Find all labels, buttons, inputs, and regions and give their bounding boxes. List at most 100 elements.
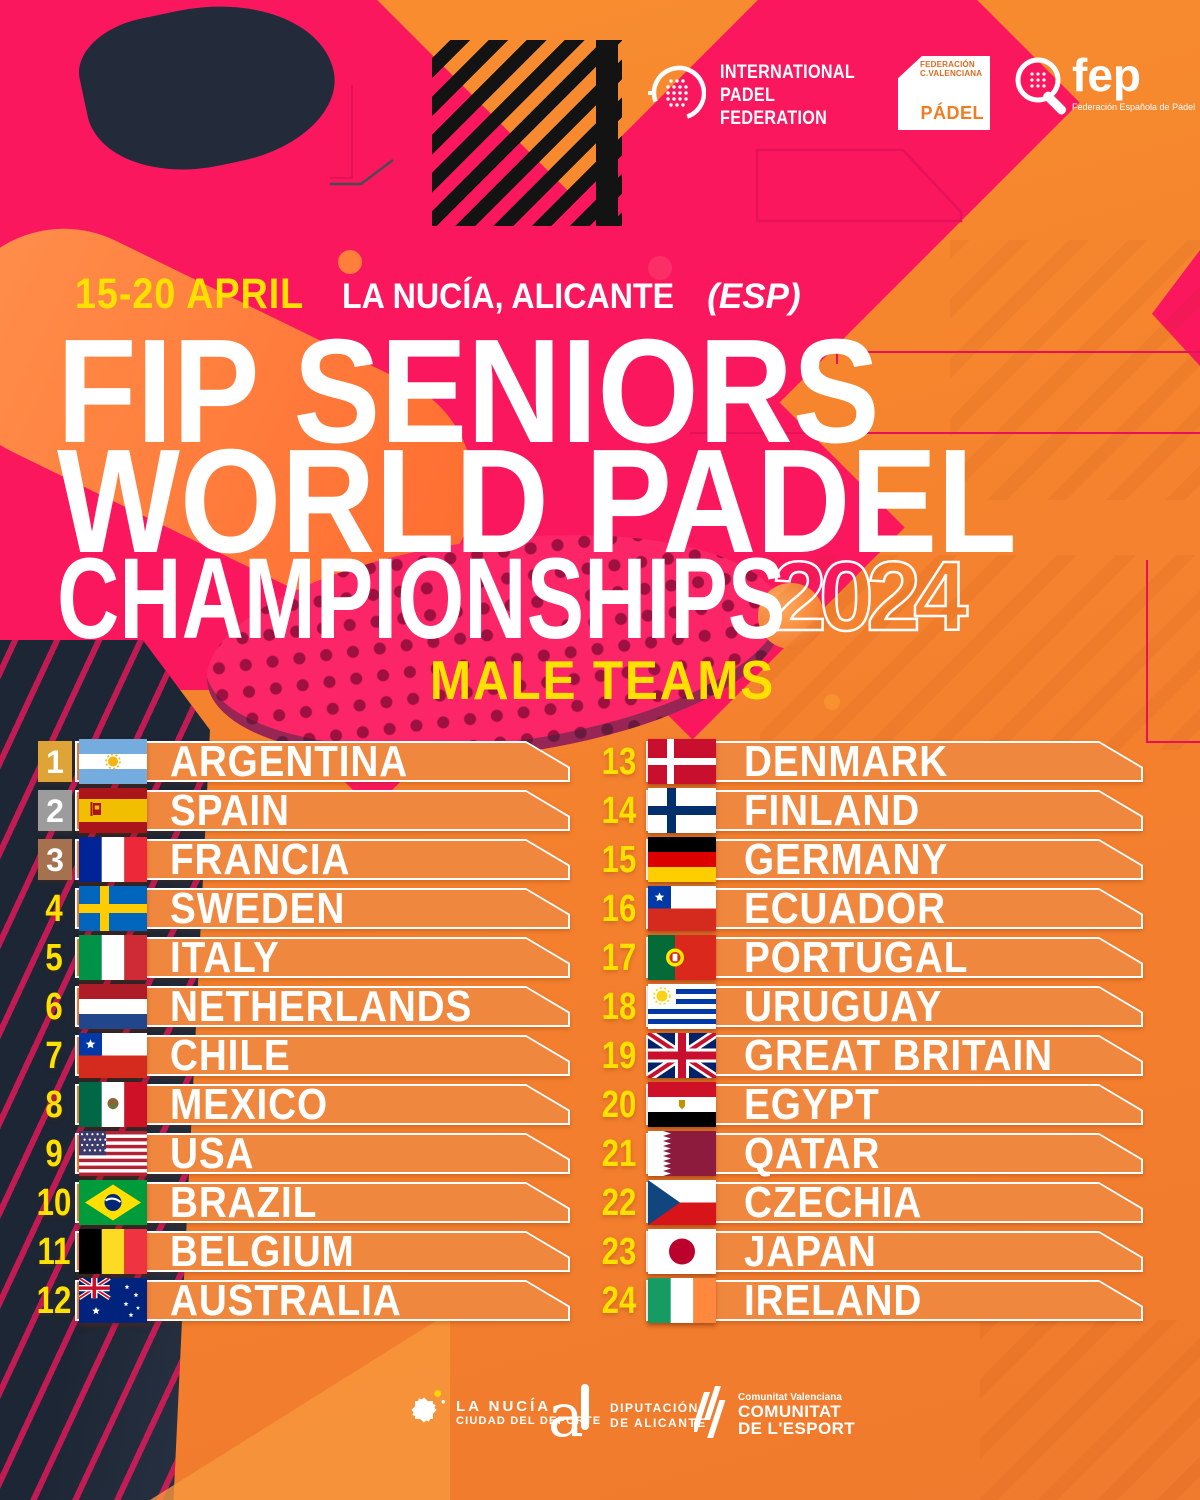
team-row-19: 19 GREAT BRITAIN [598,1031,1143,1080]
team-name: BELGIUM [170,1227,355,1276]
team-bar [75,1231,570,1272]
team-row-17: 17 PORTUGAL [598,933,1143,982]
team-row-14: 14 FINLAND [598,786,1143,835]
team-name: URUGUAY [744,982,943,1031]
team-name: BRAZIL [170,1178,318,1227]
team-bar [646,1133,1143,1174]
title-line1: FIP SENIORS [57,309,880,474]
team-row-24: 24 IRELAND [598,1276,1143,1325]
team-row-20: 20 EGYPT [598,1080,1143,1129]
team-bar [646,1084,1143,1125]
fep-logo: fep Federación Española de Pádel [1012,52,1195,137]
diputacion-line2: DE ALICANTE [610,1415,707,1430]
flag-portugal-icon [648,935,716,980]
team-number: 22 [601,1182,637,1224]
team-number: 8 [45,1084,63,1126]
team-name: USA [170,1129,255,1178]
team-bar [646,888,1143,929]
team-number: 24 [601,1280,637,1322]
team-row-3: 3 FRANCIA [36,837,570,882]
team-bar [75,741,570,782]
team-number: 1 [38,741,72,782]
fep-racket-icon [1012,52,1078,137]
team-row-13: 13 DENMARK [598,737,1143,786]
team-row-15: 15 GERMANY [598,837,1143,882]
padel-ball-graphic [758,583,824,649]
team-bar [75,1133,570,1174]
event-dates: 15-20 APRIL [75,270,305,318]
flag-sweden-icon [79,886,147,931]
ipf-logo: INTERNATIONAL PADEL FEDERATION [648,48,879,143]
team-number: 18 [601,986,637,1028]
flag-uruguay-icon [648,984,716,1029]
team-number: 17 [601,937,637,979]
team-bar [75,790,570,831]
title-year: 2024 [772,544,970,644]
title-line3: CHAMPIONSHIPS [57,535,786,663]
team-number: 20 [601,1084,637,1126]
team-row-4: 4 SWEDEN [36,886,570,931]
team-name: IRELAND [744,1276,923,1325]
la-nucia-line2: CIUDAD DEL DEPORTE [456,1415,602,1427]
team-row-16: 16 ECUADOR [598,884,1143,933]
team-bar [646,790,1143,831]
team-number: 11 [37,1231,71,1273]
team-bar [75,986,570,1027]
flag-germany-icon [648,837,716,882]
team-bar [75,1182,570,1223]
dot-decor [824,694,840,710]
team-bar [646,937,1143,978]
team-name: ECUADOR [744,884,946,933]
team-row-10: 10 BRAZIL [36,1178,570,1227]
flag-mexico-icon [79,1082,147,1127]
team-name: ITALY [170,933,280,982]
flag-egypt-icon [648,1082,716,1127]
flag-czechia-icon [648,1180,716,1225]
fep-subtext: Federación Española de Pádel [1072,102,1196,112]
team-number: 6 [45,986,63,1028]
flag-japan-icon [648,1229,716,1274]
team-number: 19 [601,1035,637,1077]
flag-chile-icon [648,886,716,931]
team-name: JAPAN [744,1227,877,1276]
flag-netherlands-icon [79,984,147,1029]
teams-column-left: 1 ARGENTINA 2 SPAIN 3 FRANCIA 4 SWEDEN 5 [36,739,570,1329]
team-row-23: 23 JAPAN [598,1227,1143,1276]
la-nucia-line1: LA NUCÍA [456,1398,552,1415]
comunitat-line1: COMUNITAT [738,1402,842,1421]
event-location: LA NUCÍA, ALICANTE [341,277,674,316]
flag-spain-icon [79,788,147,833]
team-name: AUSTRALIA [170,1276,402,1325]
team-row-6: 6 NETHERLANDS [36,984,570,1029]
dot-decor [648,256,672,280]
teams-column-right: 13 DENMARK 14 FINLAND 15 GERMANY 16 ECUA… [598,737,1143,1329]
team-row-7: 7 CHILE [36,1031,570,1080]
la-nucia-logo: LA NUCÍA CIUDAD DEL DEPORTE [402,1388,601,1437]
title-line2: WORLD PADEL [57,419,1017,584]
team-number: 9 [45,1133,63,1175]
team-name: CZECHIA [744,1178,923,1227]
team-bar [75,888,570,929]
flag-finland-icon [648,788,716,833]
diputacion-a-icon: a [548,1381,600,1451]
team-name: MEXICO [170,1080,329,1129]
team-number: 3 [38,839,72,880]
team-bar [646,839,1143,880]
team-name: EGYPT [744,1080,880,1129]
diputacion-line1: DIPUTACIÓN [610,1400,699,1415]
team-name: CHILE [170,1031,291,1080]
flag-denmark-icon [648,739,716,784]
stripe-patch [980,1320,1200,1500]
flag-france-icon [79,837,147,882]
team-number: 2 [38,790,72,831]
team-number: 13 [601,741,637,783]
team-name: GREAT BRITAIN [744,1031,1053,1080]
team-name: FINLAND [744,786,921,835]
team-bar [75,1035,570,1076]
flag-great-britain-icon [648,1033,716,1078]
team-bar [75,937,570,978]
team-name: PORTUGAL [744,933,969,982]
team-number: 16 [601,888,637,930]
team-name: DENMARK [744,737,949,786]
